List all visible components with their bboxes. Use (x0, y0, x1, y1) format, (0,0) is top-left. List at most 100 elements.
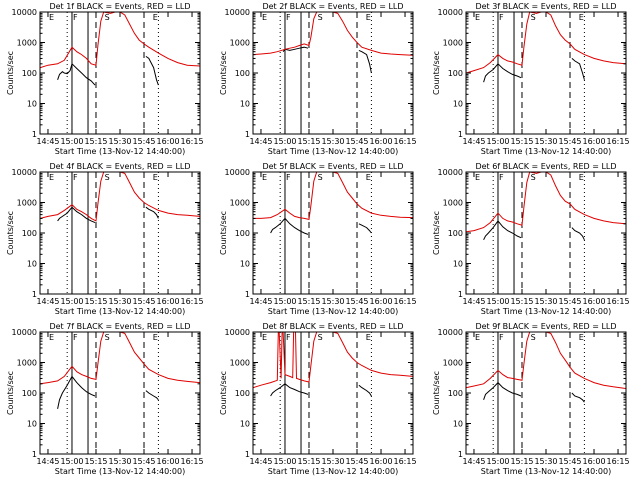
x-tick-label: 15:30 (534, 457, 557, 466)
y-tick-label: 100 (448, 69, 463, 78)
y-tick-label: 100 (448, 229, 463, 238)
x-tick-label: 15:00 (486, 137, 509, 146)
x-tick-label: 15:15 (297, 297, 320, 306)
x-axis-label: Start Time (13-Nov-12 14:40:00) (481, 467, 611, 476)
lld-series-line (253, 331, 413, 389)
y-tick-label: 1000 (230, 359, 250, 368)
events-series-line (483, 381, 522, 400)
events-series-line (571, 392, 585, 403)
panel-title: Det 5f BLACK = Events, RED = LLD (262, 162, 403, 171)
marker-letter: E (153, 173, 158, 182)
marker-letter: E (153, 13, 158, 22)
marker-letter: S (531, 333, 536, 342)
events-series-line (57, 375, 96, 410)
y-tick-label: 1 (32, 290, 37, 299)
y-axis-label: Counts/sec (6, 371, 15, 415)
x-tick-label: 15:30 (321, 457, 344, 466)
y-tick-label: 1000 (230, 39, 250, 48)
x-tick-label: 15:15 (84, 297, 107, 306)
y-tick-label: 1000 (17, 39, 37, 48)
marker-letter: S (531, 173, 536, 182)
y-tick-label: 10 (27, 420, 37, 429)
x-tick-label: 14:45 (249, 457, 272, 466)
y-axis-label: Counts/sec (6, 211, 15, 255)
y-axis-label: Counts/sec (219, 51, 228, 95)
panel-title: Det 1f BLACK = Events, RED = LLD (49, 2, 190, 11)
x-tick-label: 15:15 (510, 137, 533, 146)
marker-letter: E (475, 333, 480, 342)
events-series-line (358, 49, 372, 74)
plot-frame (252, 171, 414, 295)
x-tick-label: 16:00 (582, 457, 605, 466)
x-axis-label: Start Time (13-Nov-12 14:40:00) (481, 147, 611, 156)
plot-frame (39, 331, 201, 455)
marker-letter: E (579, 173, 584, 182)
y-tick-label: 10 (453, 100, 463, 109)
marker-letter: E (579, 333, 584, 342)
x-tick-label: 16:00 (156, 297, 179, 306)
detector-panel: Det 1f BLACK = Events, RED = LLD E F S E 1 10 1… (6, 2, 204, 156)
y-axis-label: Counts/sec (6, 51, 15, 95)
x-tick-label: 15:45 (345, 457, 368, 466)
y-axis-label: Counts/sec (432, 51, 441, 95)
x-axis-label: Start Time (13-Nov-12 14:40:00) (55, 307, 185, 316)
lld-series-line (466, 171, 626, 233)
y-tick-label: 100 (235, 229, 250, 238)
marker-letter: F (286, 333, 291, 342)
y-tick-label: 10000 (438, 328, 463, 337)
marker-letter: S (531, 13, 536, 22)
x-tick-label: 15:45 (558, 137, 581, 146)
x-tick-label: 16:00 (582, 297, 605, 306)
marker-letter: E (366, 173, 371, 182)
marker-letter: S (318, 13, 323, 22)
x-tick-label: 14:45 (36, 297, 59, 306)
x-tick-label: 15:30 (108, 137, 131, 146)
marker-letter: E (153, 333, 158, 342)
x-tick-label: 15:15 (84, 457, 107, 466)
plot-frame (252, 11, 414, 135)
lld-series-line (40, 171, 200, 222)
panel-title: Det 2f BLACK = Events, RED = LLD (262, 2, 403, 11)
x-tick-label: 14:45 (462, 457, 485, 466)
x-tick-label: 15:45 (345, 137, 368, 146)
marker-letter: E (366, 13, 371, 22)
x-tick-label: 16:15 (606, 457, 629, 466)
x-tick-label: 15:00 (273, 457, 296, 466)
marker-letter: E (49, 173, 54, 182)
detector-panel: Det 5f BLACK = Events, RED = LLD E F S E 1 10 1… (219, 162, 417, 316)
marker-letter: E (366, 333, 371, 342)
y-tick-label: 1 (245, 450, 250, 459)
y-tick-label: 1000 (443, 359, 463, 368)
y-axis-label: Counts/sec (432, 211, 441, 255)
y-tick-label: 100 (235, 389, 250, 398)
x-axis-label: Start Time (13-Nov-12 14:40:00) (268, 307, 398, 316)
x-tick-label: 15:45 (345, 297, 368, 306)
events-series-line (145, 206, 159, 219)
y-tick-label: 1 (458, 450, 463, 459)
lld-series-line (466, 11, 626, 74)
y-tick-label: 10 (240, 420, 250, 429)
detector-panel: Det 9f BLACK = Events, RED = LLD E F S E 1 10 1… (432, 322, 630, 476)
marker-letter: S (105, 173, 110, 182)
x-tick-label: 15:30 (534, 297, 557, 306)
plot-frame (465, 331, 627, 455)
y-axis-label: Counts/sec (219, 211, 228, 255)
x-tick-label: 16:00 (369, 297, 392, 306)
x-tick-label: 16:00 (369, 457, 392, 466)
events-series-line (57, 62, 96, 86)
y-axis-label: Counts/sec (432, 371, 441, 415)
y-tick-label: 1000 (443, 39, 463, 48)
marker-letter: F (499, 333, 504, 342)
x-tick-label: 15:30 (321, 137, 344, 146)
x-tick-label: 15:15 (297, 457, 320, 466)
plot-frame (252, 331, 414, 455)
detector-panel: Det 8f BLACK = Events, RED = LLD E F S E 1 10 1… (219, 322, 417, 476)
x-tick-label: 14:45 (249, 297, 272, 306)
x-tick-label: 15:30 (108, 297, 131, 306)
y-tick-label: 1 (245, 290, 250, 299)
y-tick-label: 1 (458, 130, 463, 139)
events-series-line (483, 220, 522, 241)
y-tick-label: 1000 (17, 199, 37, 208)
x-tick-label: 15:45 (132, 457, 155, 466)
x-tick-label: 16:15 (180, 137, 203, 146)
